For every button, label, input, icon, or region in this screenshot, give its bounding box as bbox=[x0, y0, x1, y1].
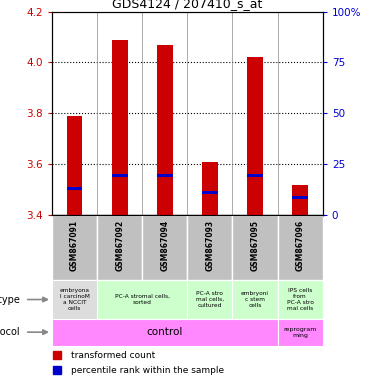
Bar bbox=[247, 174, 263, 177]
Bar bbox=[67, 187, 82, 190]
Bar bbox=[187, 215, 233, 280]
Bar bbox=[202, 190, 218, 194]
Text: GSM867093: GSM867093 bbox=[206, 220, 214, 271]
Bar bbox=[233, 280, 278, 319]
Text: reprogram
ming: reprogram ming bbox=[283, 327, 317, 338]
Bar bbox=[278, 280, 323, 319]
Bar bbox=[112, 174, 128, 177]
Bar bbox=[202, 162, 218, 215]
Text: GSM867095: GSM867095 bbox=[250, 220, 260, 271]
Bar bbox=[67, 116, 82, 215]
Text: percentile rank within the sample: percentile rank within the sample bbox=[71, 366, 224, 375]
Bar bbox=[97, 215, 142, 280]
Bar bbox=[247, 57, 263, 215]
Bar bbox=[97, 280, 187, 319]
Text: GSM867094: GSM867094 bbox=[160, 220, 169, 271]
Title: GDS4124 / 207410_s_at: GDS4124 / 207410_s_at bbox=[112, 0, 263, 10]
Text: embryoni
c stem
cells: embryoni c stem cells bbox=[241, 291, 269, 308]
Text: GSM867096: GSM867096 bbox=[296, 220, 305, 271]
Bar bbox=[278, 319, 323, 346]
Bar bbox=[157, 174, 173, 177]
Text: protocol: protocol bbox=[0, 327, 19, 337]
Text: PC-A stromal cells,
sorted: PC-A stromal cells, sorted bbox=[115, 294, 170, 305]
Bar bbox=[157, 45, 173, 215]
Text: cell type: cell type bbox=[0, 295, 19, 305]
Bar bbox=[52, 319, 278, 346]
Bar bbox=[112, 40, 128, 215]
Bar bbox=[52, 215, 97, 280]
Bar bbox=[52, 280, 97, 319]
Text: PC-A stro
mal cells,
cultured: PC-A stro mal cells, cultured bbox=[196, 291, 224, 308]
Bar bbox=[187, 280, 233, 319]
Bar bbox=[233, 215, 278, 280]
Text: embryona
l carcinoM
a NCCIT
cells: embryona l carcinoM a NCCIT cells bbox=[59, 288, 89, 311]
Text: GSM867092: GSM867092 bbox=[115, 220, 124, 271]
Text: GSM867091: GSM867091 bbox=[70, 220, 79, 271]
Bar bbox=[292, 184, 308, 215]
Text: IPS cells
from
PC-A stro
mal cells: IPS cells from PC-A stro mal cells bbox=[287, 288, 313, 311]
Text: control: control bbox=[147, 327, 183, 337]
Bar bbox=[292, 196, 308, 199]
Bar bbox=[142, 215, 187, 280]
Text: transformed count: transformed count bbox=[71, 351, 155, 360]
Bar bbox=[278, 215, 323, 280]
